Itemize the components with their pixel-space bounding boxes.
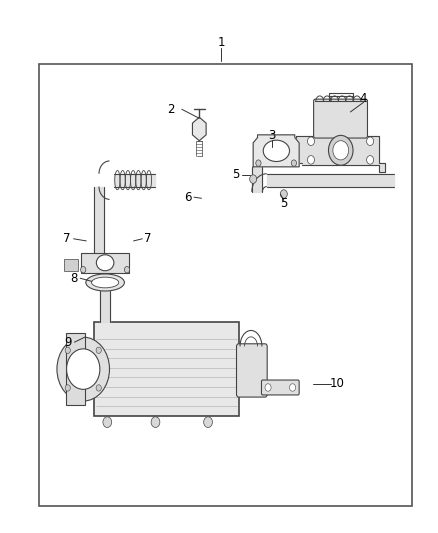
Bar <box>66 333 85 405</box>
Text: 2: 2 <box>167 103 175 116</box>
Circle shape <box>204 417 212 427</box>
Polygon shape <box>114 174 155 187</box>
Bar <box>81 253 129 273</box>
Bar <box>94 322 239 416</box>
Circle shape <box>103 417 112 427</box>
Ellipse shape <box>96 255 114 271</box>
Circle shape <box>265 384 271 391</box>
Bar <box>39 64 412 506</box>
Polygon shape <box>253 135 299 167</box>
Circle shape <box>307 137 314 146</box>
FancyBboxPatch shape <box>261 380 299 395</box>
Circle shape <box>96 347 101 353</box>
Circle shape <box>67 349 100 389</box>
Text: 5: 5 <box>280 197 287 210</box>
Text: 8: 8 <box>70 272 77 285</box>
Polygon shape <box>192 117 206 141</box>
Ellipse shape <box>92 277 119 288</box>
Ellipse shape <box>86 274 124 291</box>
Bar <box>64 259 78 271</box>
Circle shape <box>333 141 349 160</box>
Text: 5: 5 <box>232 168 239 181</box>
Circle shape <box>367 156 374 164</box>
Circle shape <box>290 384 296 391</box>
Circle shape <box>307 156 314 164</box>
Ellipse shape <box>263 140 290 161</box>
Text: 9: 9 <box>64 336 72 349</box>
Text: 4: 4 <box>360 92 367 105</box>
Circle shape <box>367 137 374 146</box>
Polygon shape <box>100 291 110 322</box>
Circle shape <box>151 417 160 427</box>
Polygon shape <box>94 187 104 268</box>
Polygon shape <box>296 136 385 172</box>
Circle shape <box>65 385 71 391</box>
FancyBboxPatch shape <box>314 99 367 138</box>
Text: 7: 7 <box>144 232 152 245</box>
Text: 6: 6 <box>184 191 192 204</box>
Circle shape <box>328 135 353 165</box>
Polygon shape <box>252 167 262 192</box>
Circle shape <box>280 190 287 198</box>
Circle shape <box>256 160 261 166</box>
Text: 3: 3 <box>268 130 275 142</box>
Circle shape <box>81 266 86 273</box>
Text: 1: 1 <box>217 36 225 49</box>
Circle shape <box>250 175 257 183</box>
Circle shape <box>124 266 130 273</box>
Text: 7: 7 <box>63 232 71 245</box>
FancyBboxPatch shape <box>237 344 267 397</box>
Circle shape <box>291 160 297 166</box>
Circle shape <box>96 385 101 391</box>
Polygon shape <box>267 174 394 187</box>
Circle shape <box>65 347 71 353</box>
Text: 10: 10 <box>330 377 345 390</box>
Circle shape <box>57 337 110 401</box>
